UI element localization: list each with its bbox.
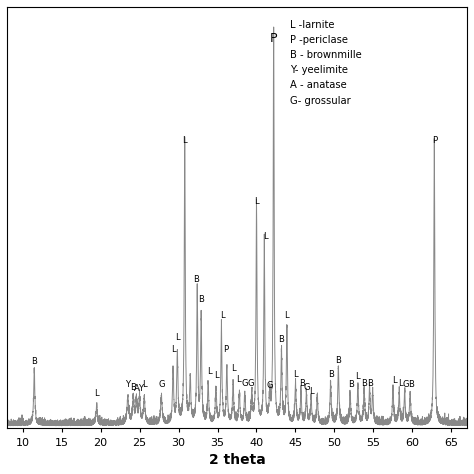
Text: Y: Y — [138, 384, 143, 393]
Text: G: G — [248, 379, 254, 388]
Text: P: P — [224, 345, 228, 354]
Text: L: L — [208, 367, 212, 376]
Text: L: L — [142, 380, 146, 389]
Text: B: B — [31, 357, 37, 366]
Text: L: L — [220, 311, 225, 320]
Text: G: G — [242, 379, 248, 388]
Text: B: B — [408, 380, 414, 389]
Text: L: L — [236, 374, 241, 383]
Text: B: B — [198, 295, 204, 304]
X-axis label: 2 theta: 2 theta — [209, 453, 265, 467]
Text: G: G — [158, 380, 164, 389]
Text: G: G — [267, 382, 273, 390]
Text: L: L — [171, 345, 175, 354]
Text: G: G — [402, 380, 409, 389]
Text: L: L — [175, 333, 180, 342]
Text: L: L — [356, 372, 360, 381]
Text: B: B — [279, 335, 284, 344]
Text: P: P — [270, 32, 277, 45]
Text: L: L — [398, 379, 402, 388]
Text: A: A — [134, 384, 140, 393]
Text: L: L — [392, 376, 397, 385]
Text: L: L — [94, 389, 99, 398]
Text: B: B — [130, 383, 136, 392]
Text: L: L — [182, 137, 187, 146]
Text: L: L — [214, 371, 219, 380]
Text: L: L — [254, 197, 259, 206]
Text: L: L — [284, 311, 289, 320]
Text: B: B — [367, 379, 374, 388]
Text: L: L — [310, 387, 314, 395]
Text: B: B — [299, 379, 305, 388]
Text: B: B — [348, 380, 354, 389]
Text: L: L — [293, 371, 298, 380]
Text: L -larnite
P -periclase
B - brownmille
Y- yeelimite
A - anatase
G- grossular: L -larnite P -periclase B - brownmille Y… — [290, 19, 362, 106]
Text: L: L — [232, 364, 236, 373]
Text: L: L — [264, 232, 268, 241]
Text: B: B — [336, 356, 341, 365]
Text: B: B — [193, 275, 199, 284]
Text: Y: Y — [125, 380, 130, 389]
Text: P: P — [432, 137, 437, 146]
Text: G: G — [303, 383, 310, 392]
Text: B: B — [361, 379, 367, 388]
Text: B: B — [328, 371, 334, 380]
